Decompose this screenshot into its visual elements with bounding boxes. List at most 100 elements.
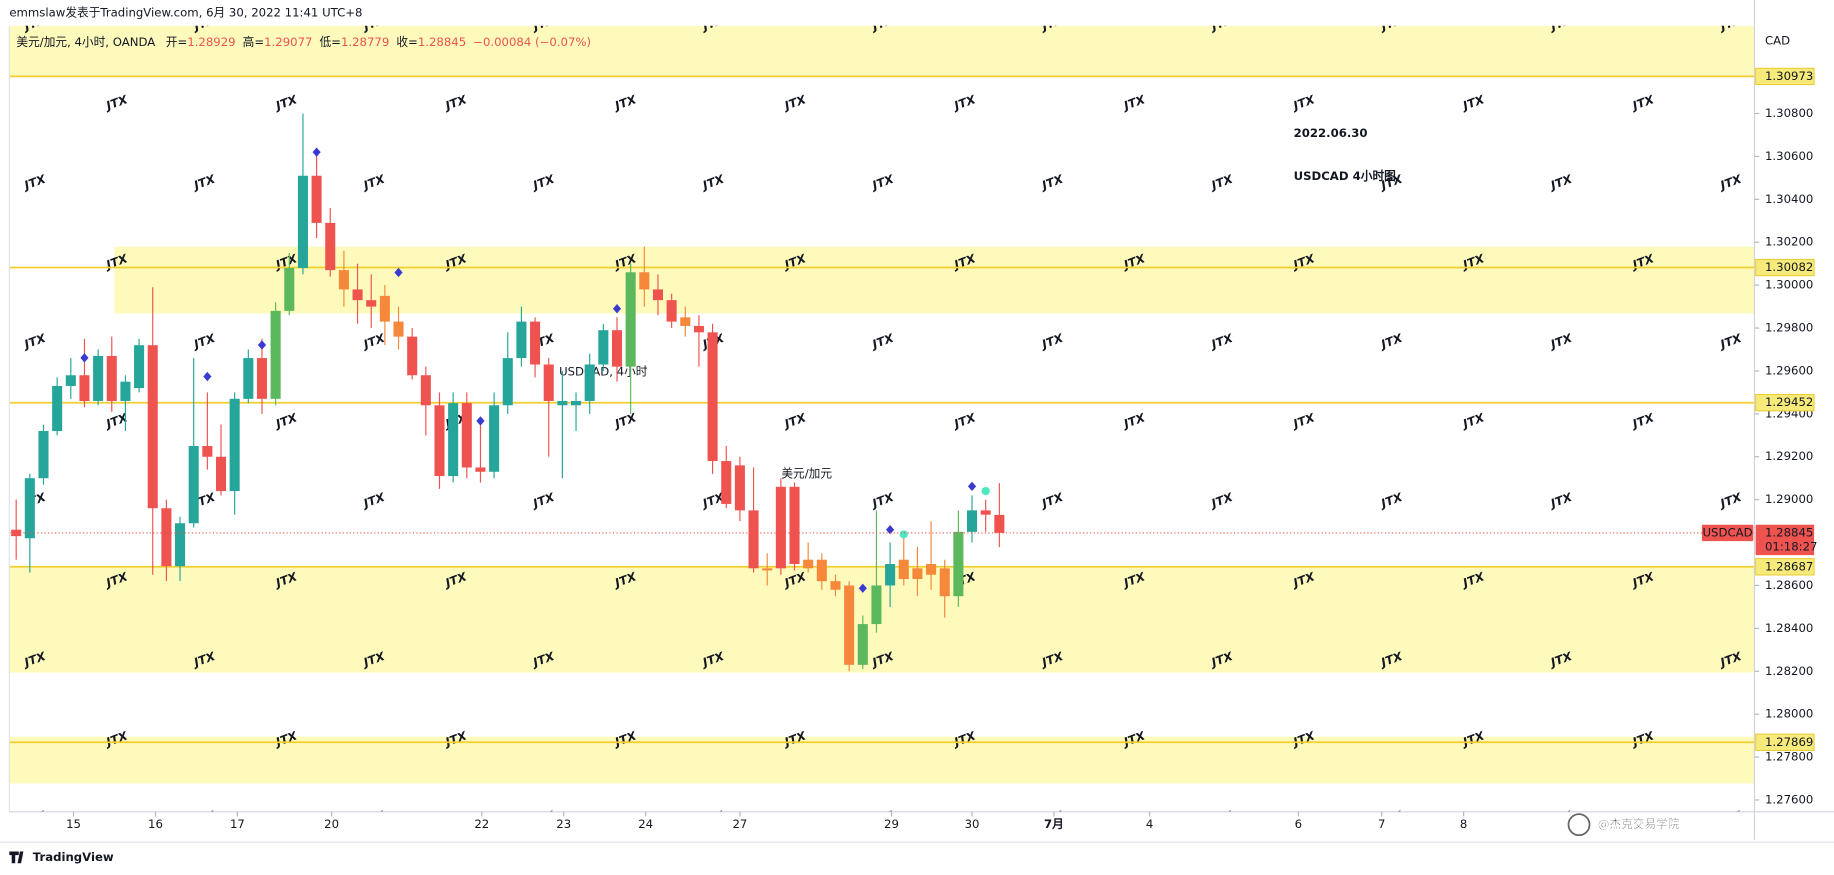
candle-body xyxy=(885,564,896,586)
axis-currency: CAD xyxy=(1765,33,1790,47)
candle-body xyxy=(762,568,773,571)
level-label-bg xyxy=(1755,394,1815,412)
brand-logo xyxy=(9,851,24,864)
signal-diamond xyxy=(312,147,321,157)
price-label: 1.28845 xyxy=(1765,525,1813,539)
credit: @杰克交易学院 xyxy=(1598,817,1680,831)
candle-body xyxy=(939,568,950,597)
candle-body xyxy=(953,531,964,597)
countdown-label: 01:18:27 xyxy=(1765,539,1818,553)
candle-body xyxy=(325,222,336,271)
y-tick-label: 1.28400 xyxy=(1765,621,1813,635)
candle-body xyxy=(38,431,49,479)
candle-body xyxy=(297,175,308,268)
candle-body xyxy=(243,358,254,399)
x-tick-label: 27 xyxy=(732,817,747,831)
candle-body xyxy=(215,456,227,492)
level-label: 1.29452 xyxy=(1765,395,1813,409)
y-tick-label: 1.30200 xyxy=(1765,235,1813,249)
x-tick-label: 6 xyxy=(1295,817,1302,831)
candle-body xyxy=(871,585,882,625)
y-tick-label: 1.29600 xyxy=(1765,363,1813,377)
candle-body xyxy=(980,510,991,515)
brand: TradingView xyxy=(33,850,114,864)
legend-symbol: 美元/加元, 4小时, OANDA xyxy=(16,35,155,49)
watermark-sub: 美元/加元 xyxy=(781,466,832,480)
candle-body xyxy=(134,345,145,389)
watermark-jtx: JTX xyxy=(529,12,557,33)
candle-body xyxy=(502,358,513,406)
candle-body xyxy=(175,523,186,567)
level-label: 1.30082 xyxy=(1765,260,1813,274)
header: emmslaw发表于TradingView.com, 6月 30, 2022 1… xyxy=(9,5,362,19)
candle-body xyxy=(366,300,377,307)
annotation-title: USDCAD 4小时图 xyxy=(1294,169,1396,183)
y-tick-label: 1.27600 xyxy=(1765,792,1813,806)
candle-body xyxy=(338,270,349,290)
watermark-jtx: JTX xyxy=(360,12,388,33)
legend-field: 收= xyxy=(396,35,417,49)
legend-value: 1.28779 xyxy=(341,35,389,49)
candle-body xyxy=(857,624,868,665)
signal-diamond xyxy=(257,340,267,350)
candle-body xyxy=(912,568,923,580)
legend-field: 开= xyxy=(166,35,187,49)
candle-body xyxy=(516,321,527,359)
candle-body xyxy=(557,400,568,406)
candle-body xyxy=(543,364,554,401)
signal-diamond xyxy=(394,267,403,278)
level-label-bg xyxy=(1755,558,1815,576)
level-label: 1.28687 xyxy=(1765,559,1813,573)
y-tick-label: 1.29000 xyxy=(1765,492,1813,506)
candle-body xyxy=(407,336,418,376)
signal-diamond xyxy=(476,416,485,426)
x-tick-label: 20 xyxy=(324,817,339,831)
candle-body xyxy=(707,332,718,462)
signal-dot xyxy=(981,486,990,496)
annotation-date: 2022.06.30 xyxy=(1294,126,1368,140)
candle-body xyxy=(693,325,704,333)
level-label: 1.27869 xyxy=(1765,735,1813,749)
candle-body xyxy=(93,355,104,401)
candle-body xyxy=(844,585,855,665)
candle-body xyxy=(379,295,390,322)
candle-body xyxy=(352,289,363,301)
candle-body xyxy=(734,465,745,511)
y-tick-label: 1.30400 xyxy=(1765,192,1813,206)
credit-icon xyxy=(1567,813,1591,837)
y-tick-label: 1.29200 xyxy=(1765,449,1813,463)
symbol-tag-bg xyxy=(1701,524,1754,542)
level-label: 1.30973 xyxy=(1765,69,1813,83)
candle-body xyxy=(775,486,786,569)
candle-body xyxy=(79,375,90,401)
candle-body xyxy=(393,321,404,337)
candle-body xyxy=(461,403,472,468)
x-tick-label: 7月 xyxy=(1044,817,1064,831)
candle-body xyxy=(625,272,636,367)
y-tick-label: 1.30600 xyxy=(1765,149,1813,163)
candle-body xyxy=(120,381,131,401)
candle-body xyxy=(639,272,650,290)
x-tick-label: 22 xyxy=(474,817,489,831)
legend-field: 低= xyxy=(319,35,340,49)
candle-body xyxy=(748,510,759,569)
candle-body xyxy=(229,398,240,492)
candle-body xyxy=(652,289,663,301)
symbol-tag: USDCAD xyxy=(1702,525,1752,539)
x-tick-label: 16 xyxy=(148,817,163,831)
candle-body xyxy=(803,559,814,569)
watermark-jtx: JTX xyxy=(699,12,727,33)
candle-body xyxy=(816,559,827,582)
candle-body xyxy=(530,321,541,365)
candle-body xyxy=(448,403,459,477)
candle-body xyxy=(52,385,63,432)
signal-diamond xyxy=(80,353,89,363)
watermark-main: USDCAD, 4小时 xyxy=(559,365,648,379)
x-tick-label: 23 xyxy=(556,817,571,831)
candle-body xyxy=(65,375,76,386)
legend: 美元/加元, 4小时, OANDA 开=1.28929 高=1.29077 低=1.2… xyxy=(16,35,591,49)
candle-body xyxy=(789,486,800,565)
level-label-bg xyxy=(1755,733,1815,751)
candle-body xyxy=(270,310,281,399)
